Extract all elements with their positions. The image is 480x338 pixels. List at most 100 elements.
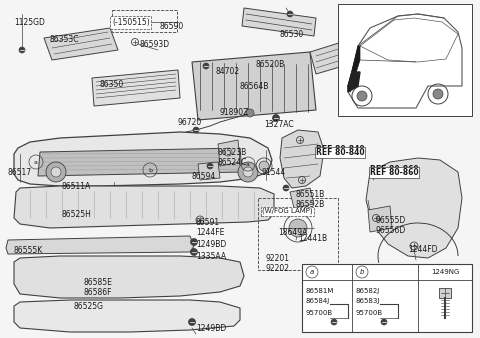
Circle shape: [331, 319, 337, 325]
Circle shape: [191, 248, 197, 256]
Text: 86582J: 86582J: [356, 288, 380, 294]
Text: 1249BD: 1249BD: [196, 324, 226, 333]
Text: b: b: [360, 269, 364, 275]
Circle shape: [287, 11, 293, 17]
Text: 1327AC: 1327AC: [264, 120, 294, 129]
Text: 86564B: 86564B: [240, 82, 269, 91]
Text: 1335AA: 1335AA: [196, 252, 226, 261]
Circle shape: [427, 265, 433, 271]
Circle shape: [297, 228, 303, 236]
Text: 86552B: 86552B: [295, 200, 324, 209]
FancyBboxPatch shape: [302, 264, 472, 332]
Text: 84702: 84702: [215, 67, 239, 76]
Text: 86593D: 86593D: [140, 40, 170, 49]
Polygon shape: [348, 72, 360, 92]
Polygon shape: [218, 140, 240, 166]
Text: 86525H: 86525H: [62, 210, 92, 219]
Circle shape: [273, 115, 279, 121]
Text: 91544: 91544: [262, 168, 286, 177]
Text: 1244FD: 1244FD: [408, 245, 437, 254]
Text: 86594: 86594: [192, 172, 216, 181]
Text: 1125KD: 1125KD: [420, 272, 450, 281]
Text: REF 80-840: REF 80-840: [316, 145, 365, 154]
Text: a: a: [310, 269, 314, 275]
Polygon shape: [242, 8, 316, 36]
Text: 1249BD: 1249BD: [196, 240, 226, 249]
Text: a: a: [34, 160, 38, 165]
Circle shape: [51, 167, 61, 177]
Text: 1125GD: 1125GD: [14, 18, 45, 27]
Text: 86590: 86590: [160, 22, 184, 31]
Text: REF 80-840: REF 80-840: [316, 148, 365, 157]
FancyBboxPatch shape: [338, 4, 472, 116]
Polygon shape: [14, 300, 240, 332]
Circle shape: [433, 89, 443, 99]
Text: 86555K: 86555K: [14, 246, 43, 255]
Polygon shape: [290, 188, 314, 208]
Text: 86585E: 86585E: [84, 278, 113, 287]
Text: 86520B: 86520B: [255, 60, 284, 69]
Circle shape: [289, 219, 307, 237]
Polygon shape: [38, 148, 242, 176]
Text: 92201: 92201: [265, 254, 289, 263]
Text: 86551B: 86551B: [295, 190, 324, 199]
Text: 86583J: 86583J: [356, 298, 380, 304]
Text: (-150515): (-150515): [112, 18, 150, 27]
Text: 86591: 86591: [196, 218, 220, 227]
Polygon shape: [198, 162, 220, 180]
Text: 91890Z: 91890Z: [220, 108, 250, 117]
Circle shape: [189, 318, 195, 325]
Circle shape: [132, 19, 139, 25]
Text: 96556D: 96556D: [376, 226, 406, 235]
Text: 1249NG: 1249NG: [431, 269, 459, 275]
Polygon shape: [92, 70, 180, 106]
Text: 12441B: 12441B: [298, 234, 327, 243]
Text: 86350: 86350: [100, 80, 124, 89]
Circle shape: [46, 162, 66, 182]
Circle shape: [283, 185, 289, 191]
Text: 18649A: 18649A: [278, 228, 307, 237]
Polygon shape: [14, 186, 274, 228]
Polygon shape: [192, 52, 316, 120]
Polygon shape: [280, 130, 324, 188]
Polygon shape: [368, 206, 392, 232]
Text: 92202: 92202: [265, 264, 289, 273]
Text: REF 80-860: REF 80-860: [370, 165, 419, 174]
Text: 86523B: 86523B: [218, 148, 247, 157]
Text: 86584J: 86584J: [306, 298, 330, 304]
Circle shape: [238, 162, 258, 182]
Text: 86524C: 86524C: [218, 158, 247, 167]
Text: 86517: 86517: [8, 168, 32, 177]
Text: 96720: 96720: [178, 118, 202, 127]
Circle shape: [207, 163, 213, 169]
Polygon shape: [366, 158, 462, 258]
Circle shape: [203, 63, 209, 69]
Text: 86581M: 86581M: [306, 288, 335, 294]
Polygon shape: [310, 42, 350, 74]
Text: 86525G: 86525G: [74, 302, 104, 311]
Text: b: b: [148, 168, 152, 172]
Text: 95700B: 95700B: [356, 310, 383, 316]
Polygon shape: [439, 288, 451, 298]
Text: 86511A: 86511A: [62, 182, 91, 191]
Circle shape: [243, 167, 253, 177]
Polygon shape: [6, 236, 194, 254]
Circle shape: [191, 239, 197, 245]
Text: a: a: [246, 162, 250, 167]
Polygon shape: [14, 132, 272, 186]
Polygon shape: [14, 256, 244, 298]
Circle shape: [193, 127, 199, 133]
Text: 95700B: 95700B: [306, 310, 333, 316]
Circle shape: [19, 47, 25, 53]
Polygon shape: [348, 46, 360, 92]
Circle shape: [246, 109, 254, 117]
Polygon shape: [44, 28, 118, 60]
Circle shape: [259, 161, 269, 171]
Text: REF 80-860: REF 80-860: [370, 168, 419, 177]
Text: 86353C: 86353C: [50, 35, 80, 44]
Circle shape: [357, 91, 367, 101]
Text: (W/FOG LAMP): (W/FOG LAMP): [262, 208, 312, 215]
Text: 86530: 86530: [280, 30, 304, 39]
Text: 86586F: 86586F: [84, 288, 112, 297]
Text: 96555D: 96555D: [376, 216, 406, 225]
